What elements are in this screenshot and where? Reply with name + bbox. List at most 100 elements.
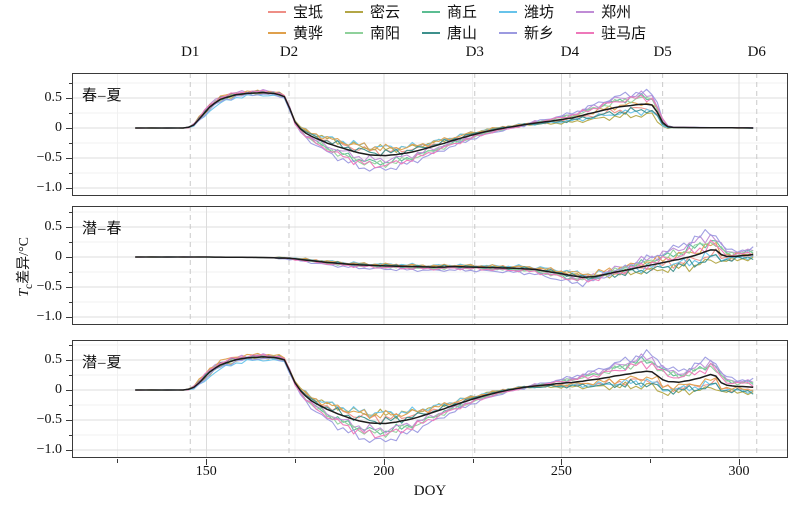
legend-item: 南阳 bbox=[345, 23, 400, 42]
y-tick-mark bbox=[66, 128, 72, 129]
legend-swatch-icon bbox=[345, 10, 364, 13]
city-line bbox=[135, 352, 754, 420]
panel-plot-1 bbox=[72, 206, 788, 325]
y-tick-mark-minor bbox=[69, 242, 72, 243]
city-line bbox=[135, 356, 754, 435]
legend-item: 潍坊 bbox=[499, 2, 554, 21]
legend-swatch-icon bbox=[268, 10, 286, 13]
city-line bbox=[135, 241, 754, 281]
x-tick-label: 300 bbox=[728, 464, 750, 479]
legend-swatch-icon bbox=[422, 10, 441, 13]
event-line-label: D2 bbox=[279, 44, 299, 60]
legend-item: 驻马店 bbox=[576, 23, 646, 42]
y-tick-mark-minor bbox=[69, 173, 72, 174]
legend-label: 唐山 bbox=[447, 26, 478, 42]
x-tick-mark-minor bbox=[472, 459, 474, 463]
city-line bbox=[135, 90, 754, 168]
legend-label: 商丘 bbox=[447, 5, 478, 21]
legend-swatch-icon bbox=[345, 31, 364, 34]
y-tick-label: −1.0 bbox=[36, 180, 62, 195]
city-line bbox=[135, 91, 754, 166]
panel-label: 潜–春 bbox=[82, 221, 123, 237]
event-line-label: D1 bbox=[181, 44, 200, 60]
x-tick-mark-minor bbox=[650, 459, 652, 463]
mean-line bbox=[135, 91, 754, 157]
x-tick-label: 150 bbox=[195, 464, 217, 479]
mean-line bbox=[135, 249, 754, 279]
legend-item: 郑州 bbox=[576, 2, 646, 21]
y-tick-label: 0 bbox=[55, 249, 62, 264]
y-tick-mark bbox=[66, 287, 72, 288]
y-tick-mark-minor bbox=[69, 302, 72, 303]
y-tick-mark bbox=[66, 227, 72, 228]
legend-label: 南阳 bbox=[370, 26, 401, 42]
panel-label: 潜–夏 bbox=[82, 355, 123, 371]
y-tick-mark-minor bbox=[69, 405, 72, 406]
panel-plot-0 bbox=[72, 73, 788, 196]
city-line bbox=[135, 90, 754, 169]
legend-label: 驻马店 bbox=[601, 26, 647, 42]
y-tick-mark bbox=[66, 390, 72, 391]
legend-item: 唐山 bbox=[422, 23, 477, 42]
city-line bbox=[135, 349, 754, 444]
x-tick-mark bbox=[383, 459, 385, 465]
y-tick-label: 0 bbox=[55, 382, 62, 397]
city-line bbox=[135, 354, 754, 439]
panel-border bbox=[72, 206, 788, 325]
legend-label: 宝坻 bbox=[293, 5, 324, 21]
y-tick-mark-minor bbox=[69, 143, 72, 144]
event-line-label: D5 bbox=[653, 44, 672, 60]
legend-item: 新乡 bbox=[499, 23, 554, 42]
y-tick-mark-minor bbox=[69, 113, 72, 114]
legend-label: 新乡 bbox=[524, 26, 555, 42]
y-tick-mark bbox=[66, 420, 72, 421]
y-tick-label: −1.0 bbox=[36, 309, 62, 324]
y-tick-mark bbox=[66, 257, 72, 258]
y-tick-mark-minor bbox=[69, 212, 72, 213]
city-line bbox=[135, 239, 754, 283]
x-tick-label: 200 bbox=[373, 464, 395, 479]
legend-swatch-icon bbox=[422, 31, 441, 34]
legend-swatch-icon bbox=[499, 31, 518, 34]
y-tick-label: 0.5 bbox=[44, 90, 63, 105]
legend-swatch-icon bbox=[576, 10, 595, 13]
x-tick-mark-minor bbox=[117, 459, 119, 463]
panel-border bbox=[72, 73, 788, 196]
y-tick-label: −0.5 bbox=[36, 279, 62, 294]
y-tick-label: −0.5 bbox=[36, 150, 62, 165]
y-tick-label: 0 bbox=[55, 120, 62, 135]
x-tick-mark bbox=[206, 459, 208, 465]
x-tick-mark bbox=[561, 459, 563, 465]
event-line-label: D6 bbox=[747, 44, 766, 60]
legend: 宝坻 密云 商丘 潍坊 郑州黄骅 南阳 唐山 新乡 驻马店 bbox=[268, 2, 646, 42]
panel-label: 春–夏 bbox=[82, 88, 123, 104]
y-tick-mark-minor bbox=[69, 375, 72, 376]
x-tick-mark bbox=[738, 459, 740, 465]
panel-plot-2 bbox=[72, 340, 788, 458]
y-tick-mark bbox=[66, 98, 72, 99]
y-tick-mark bbox=[66, 450, 72, 451]
y-tick-label: −1.0 bbox=[36, 442, 62, 457]
x-axis-title: DOY bbox=[413, 483, 447, 499]
y-tick-label: 0.5 bbox=[44, 352, 63, 367]
y-tick-mark bbox=[66, 188, 72, 189]
event-line-label: D3 bbox=[465, 44, 484, 60]
legend-item: 黄骅 bbox=[268, 23, 323, 42]
y-tick-mark bbox=[66, 360, 72, 361]
legend-label: 黄骅 bbox=[293, 26, 324, 42]
y-tick-mark-minor bbox=[69, 83, 72, 84]
y-tick-mark bbox=[66, 317, 72, 318]
y-tick-mark-minor bbox=[69, 272, 72, 273]
legend-swatch-icon bbox=[268, 31, 286, 34]
legend-item: 密云 bbox=[345, 2, 400, 21]
legend-item: 商丘 bbox=[422, 2, 477, 21]
legend-label: 密云 bbox=[370, 5, 401, 21]
y-tick-label: −0.5 bbox=[36, 412, 62, 427]
mean-line bbox=[135, 356, 754, 425]
x-tick-label: 250 bbox=[550, 464, 572, 479]
y-tick-mark-minor bbox=[69, 435, 72, 436]
city-line bbox=[135, 88, 754, 172]
legend-label: 郑州 bbox=[601, 5, 632, 21]
city-line bbox=[135, 239, 754, 282]
